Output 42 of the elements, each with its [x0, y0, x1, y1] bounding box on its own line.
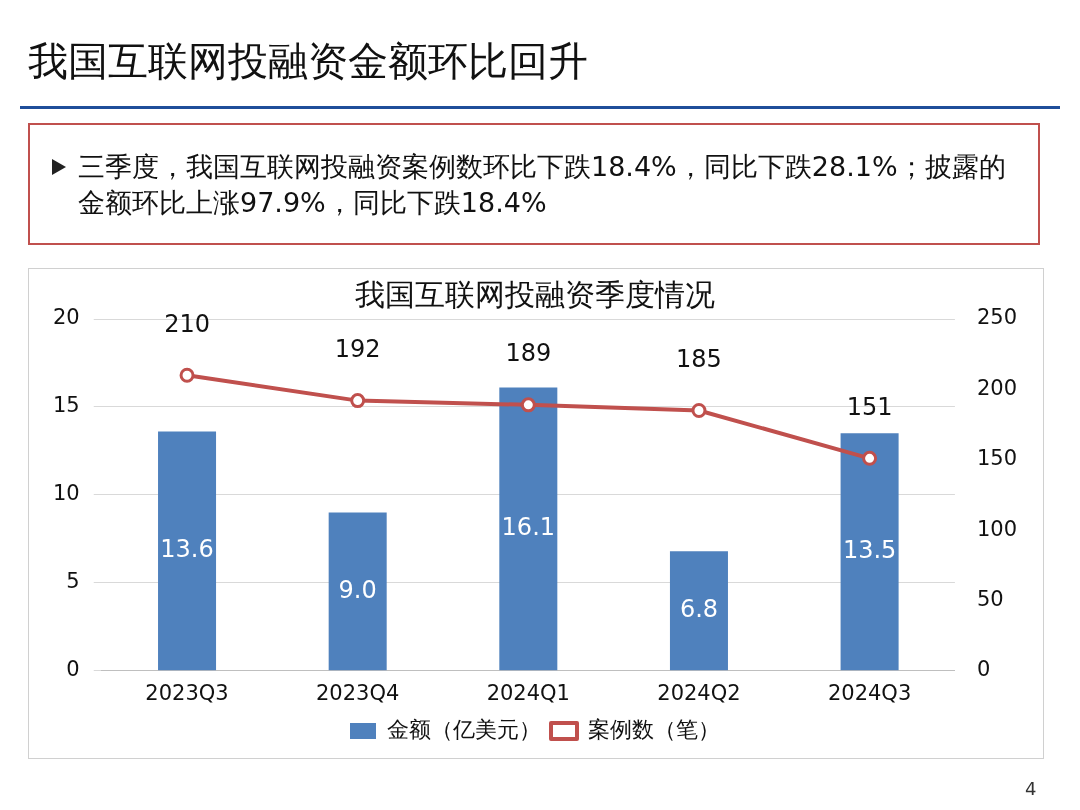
point — [862, 450, 878, 466]
y-tick-label: 10 — [52, 481, 80, 506]
data-label: 13.6 — [160, 535, 214, 564]
data-label: 16.1 — [501, 513, 556, 542]
y2-tick-label: 250 — [976, 305, 1018, 330]
text: 4 — [1025, 778, 1037, 799]
point — [691, 402, 707, 418]
bar — [669, 551, 728, 671]
bar — [840, 433, 899, 671]
data-label: 6.8 — [679, 594, 719, 623]
y2-tick-label: 200 — [976, 375, 1018, 400]
y-tick-label: 0 — [66, 657, 80, 682]
text: 三季度，我国互联网投融资案例数环比下跌18.4%，同比下跌28.1%；披露的金额环比上涨97.9%，同比下跌18.4% — [78, 151, 1006, 218]
y2-tick-label: 0 — [976, 657, 991, 682]
x-tick-label: 2023Q4 — [316, 680, 400, 705]
bar — [499, 387, 558, 671]
x-tick-label: 2024Q1 — [486, 680, 570, 705]
x-tick-label: 2023Q3 — [145, 680, 229, 705]
y-tick-label: 20 — [52, 305, 80, 330]
data-label: 192 — [334, 334, 381, 363]
bar — [158, 431, 217, 671]
y2-tick-label: 50 — [976, 586, 1004, 611]
point — [520, 397, 536, 413]
chart-title: 我国互联网投融资金额环比回升 — [28, 37, 588, 86]
point — [350, 393, 366, 409]
data-label: 189 — [505, 339, 552, 368]
data-label: 13.5 — [842, 536, 897, 565]
data-label: 9.0 — [338, 575, 377, 604]
data-label: 210 — [164, 309, 210, 338]
legend-label: 金额（亿美元） — [387, 716, 541, 742]
data-label: 185 — [676, 344, 722, 373]
chart-subtitle: 我国互联网投融资季度情况 — [355, 276, 715, 312]
x-tick-label: 2024Q2 — [657, 680, 741, 705]
y-tick-label: 5 — [66, 569, 80, 594]
x-tick-label: 2024Q3 — [827, 680, 912, 705]
bar — [328, 512, 387, 671]
y2-tick-label: 100 — [976, 516, 1018, 541]
legend-label: 案例数（笔） — [588, 716, 720, 742]
data-label: 151 — [846, 392, 893, 421]
point — [179, 367, 195, 383]
y2-tick-label: 150 — [976, 446, 1018, 471]
y-tick-label: 15 — [52, 393, 80, 418]
